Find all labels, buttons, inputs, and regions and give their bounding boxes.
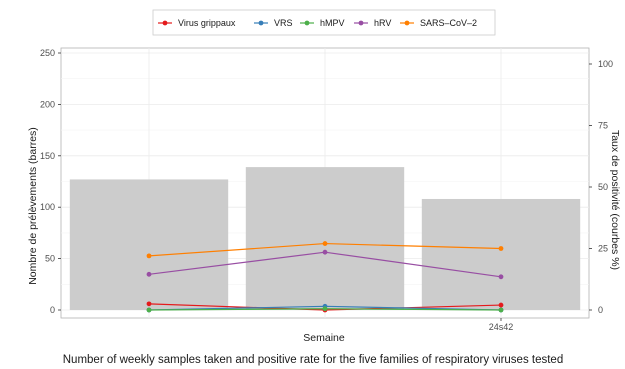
y-right-tick-label: 0 [598,305,603,315]
y-right-tick-label: 25 [598,244,608,254]
legend-item-4: SARS–CoV–2 [400,18,477,28]
series-lines [146,241,504,313]
series-point [322,249,328,255]
y-left-tick-label: 200 [40,99,55,109]
legend-box [152,9,496,36]
y-axis-left: 0 50 100 150 200 250 [40,48,61,315]
series-point [146,253,152,259]
series-point [146,301,152,307]
legend-item-2: hMPV [300,18,345,28]
series-point [322,241,328,246]
legend-label: hRV [374,18,391,28]
legend-swatch-point [304,20,310,26]
y-right-tick-label: 50 [598,182,608,192]
y-right-tick-label: 75 [598,121,608,131]
series-point [498,307,504,313]
legend-swatch-point [162,20,168,26]
bar-24s42 [421,198,581,310]
x-axis: 24s42 [489,318,514,332]
bar-24s40 [69,179,229,310]
legend-label: Virus grippaux [178,18,236,28]
legend-item-0: Virus grippaux [158,18,236,28]
legend-item-3: hRV [354,18,391,28]
legend-swatch-point [404,20,410,26]
series-point [322,306,328,312]
y-right-tick-label: 100 [598,59,613,69]
legend-swatch-point [258,20,264,26]
y-left-tick-label: 150 [40,151,55,161]
bar-24s41 [245,167,405,310]
series-point [498,274,504,280]
y-left-tick-label: 50 [45,254,55,264]
y-left-tick-label: 100 [40,202,55,212]
series-4 [146,241,504,259]
chart-caption: Number of weekly samples taken and posit… [63,354,563,366]
x-tick-label: 24s42 [489,322,514,332]
y-left-tick-label: 0 [50,305,55,315]
legend: Virus grippaux VRS hMPV hRV SARS–CoV–2 [152,9,496,36]
series-3 [146,249,504,280]
y-axis-right: 0 25 50 75 100 [589,59,613,315]
y-axis-right-title: Taux de positivité (courbes %) [609,130,621,270]
legend-label: VRS [274,18,293,28]
series-point [498,246,504,251]
series-point [146,271,152,277]
y-left-tick-label: 250 [40,48,55,58]
x-axis-title: Semaine [303,332,345,344]
series-2 [146,306,504,313]
legend-label: hMPV [320,18,345,28]
bars [69,167,581,310]
legend-item-1: VRS [254,18,293,28]
series-point [146,307,152,313]
y-axis-left-title: Nombre de prélèvements (barres) [27,127,39,285]
legend-swatch-point [358,20,364,26]
legend-label: SARS–CoV–2 [420,18,477,28]
series-point [498,302,504,308]
